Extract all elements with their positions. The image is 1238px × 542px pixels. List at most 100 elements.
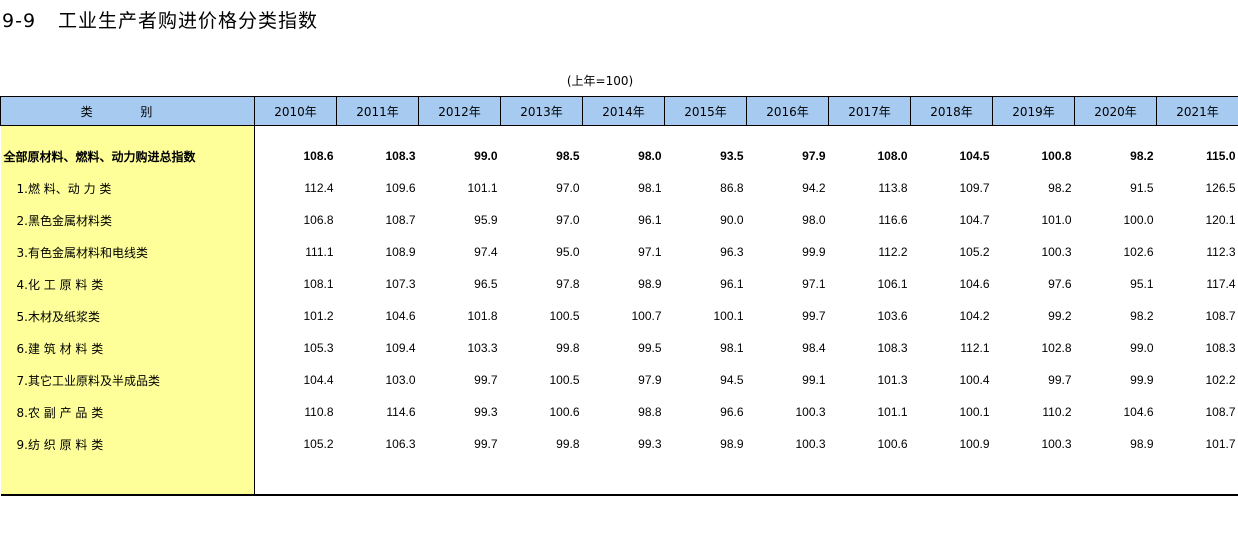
value-cell: 99.9: [802, 245, 826, 259]
value-cell: 104.5: [959, 149, 990, 163]
value-cell: 104.4: [303, 373, 334, 387]
table-row: 4.化 工 原 料 类 108.1 107.3 96.5 97.8 98.9 96.1 97.…: [0, 268, 1238, 300]
value-cell: 112.1: [960, 341, 990, 355]
value-cell: 108.7: [1205, 405, 1236, 419]
value-cell: 100.3: [795, 437, 826, 451]
table-row: 3.有色金属材料和电线类 111.1 108.9 97.4 95.0 97.1 96.3 99…: [0, 236, 1238, 268]
value-cell: 112.3: [1206, 245, 1236, 259]
value-cell: 111.1: [305, 245, 334, 259]
year-header: 2013年: [500, 96, 583, 126]
value-cell: 96.5: [474, 277, 498, 291]
value-cell: 120.1: [1205, 213, 1236, 227]
value-cell: 97.1: [802, 277, 826, 291]
value-cell: 98.5: [556, 149, 580, 163]
value-cell: 102.6: [1123, 245, 1154, 259]
value-cell: 99.0: [474, 149, 498, 163]
value-cell: 100.3: [1041, 437, 1072, 451]
value-cell: 101.8: [467, 309, 498, 323]
value-cell: 104.6: [385, 309, 416, 323]
value-cell: 101.2: [303, 309, 334, 323]
row-label: 2.黑色金属材料类: [0, 204, 255, 236]
value-cell: 100.3: [1041, 245, 1072, 259]
row-label: 6.建 筑 材 料 类: [0, 332, 255, 364]
value-cell: 100.4: [959, 373, 990, 387]
table-body: 全部原材料、燃料、动力购进总指数 108.6 108.3 99.0 98.5 98.0 93…: [0, 125, 1238, 496]
value-cell: 97.6: [1048, 277, 1072, 291]
value-cell: 106.8: [303, 213, 334, 227]
value-cell: 116.6: [878, 213, 908, 227]
value-cell: 106.1: [877, 277, 908, 291]
value-cell: 95.0: [556, 245, 580, 259]
value-cell: 99.7: [1048, 373, 1072, 387]
year-header: 2011年: [336, 96, 419, 126]
value-cell: 98.2: [1130, 309, 1154, 323]
value-cell: 101.7: [1205, 437, 1236, 451]
value-cell: 109.7: [959, 181, 990, 195]
table-header: 类 别 2010年 2011年 2012年 2013年 2014年 2015年 2016年 2…: [0, 96, 1238, 126]
year-header: 2018年: [910, 96, 993, 126]
value-cell: 109.4: [385, 341, 416, 355]
value-cell: 104.6: [959, 277, 990, 291]
value-cell: 103.3: [467, 341, 498, 355]
value-cell: 126.5: [1205, 181, 1236, 195]
value-cell: 100.5: [549, 309, 580, 323]
year-header: 2017年: [828, 96, 911, 126]
value-cell: 117.4: [1206, 277, 1236, 291]
value-cell: 99.5: [638, 341, 662, 355]
value-cell: 105.2: [959, 245, 990, 259]
value-cell: 97.0: [556, 181, 580, 195]
value-cell: 96.6: [720, 405, 744, 419]
value-cell: 103.0: [385, 373, 416, 387]
value-cell: 105.2: [303, 437, 334, 451]
value-cell: 97.4: [474, 245, 498, 259]
value-cell: 99.3: [638, 437, 662, 451]
value-cell: 98.4: [802, 341, 826, 355]
value-cell: 102.8: [1041, 341, 1072, 355]
value-cell: 108.0: [877, 149, 908, 163]
value-cell: 99.3: [474, 405, 498, 419]
value-cell: 108.9: [385, 245, 416, 259]
value-cell: 97.9: [802, 149, 826, 163]
value-cell: 112.4: [304, 181, 334, 195]
row-label: 5.木材及纸浆类: [0, 300, 255, 332]
year-header: 2021年: [1156, 96, 1238, 126]
value-cell: 100.6: [877, 437, 908, 451]
value-cell: 95.1: [1130, 277, 1154, 291]
table-row: 1.燃 料、动 力 类 112.4 109.6 101.1 97.0 98.1 86.8 94…: [0, 172, 1238, 204]
value-cell: 100.0: [1123, 213, 1154, 227]
table-row: 2.黑色金属材料类 106.8 108.7 95.9 97.0 96.1 90.0 98.0 1…: [0, 204, 1238, 236]
value-cell: 104.2: [959, 309, 990, 323]
value-cell: 106.3: [385, 437, 416, 451]
row-label: 7.其它工业原料及半成品类: [0, 364, 255, 396]
value-cell: 99.1: [802, 373, 826, 387]
price-index-table: 类 别 2010年 2011年 2012年 2013年 2014年 2015年 2016年 2…: [0, 96, 1238, 496]
value-cell: 100.1: [959, 405, 990, 419]
value-cell: 100.1: [713, 309, 744, 323]
value-cell: 110.8: [304, 405, 334, 419]
value-cell: 98.9: [720, 437, 744, 451]
value-cell: 112.2: [878, 245, 908, 259]
row-label: 3.有色金属材料和电线类: [0, 236, 255, 268]
value-cell: 100.3: [795, 405, 826, 419]
value-cell: 101.0: [1041, 213, 1072, 227]
unit-note: (上年=100): [566, 74, 634, 88]
value-cell: 91.5: [1130, 181, 1154, 195]
value-cell: 86.8: [720, 181, 744, 195]
year-header: 2016年: [746, 96, 829, 126]
value-cell: 94.5: [720, 373, 744, 387]
value-cell: 100.8: [1041, 149, 1072, 163]
value-cell: 101.1: [467, 181, 498, 195]
year-header: 2010年: [254, 96, 337, 126]
value-cell: 96.1: [720, 277, 744, 291]
year-header: 2020年: [1074, 96, 1157, 126]
value-cell: 98.9: [1130, 437, 1154, 451]
year-header: 2019年: [992, 96, 1075, 126]
value-cell: 100.6: [549, 405, 580, 419]
value-cell: 99.7: [474, 437, 498, 451]
table-row: 9.纺 织 原 料 类 105.2 106.3 99.7 99.8 99.3 98.9 100…: [0, 428, 1238, 460]
page-title: 9-9 工业生产者购进价格分类指数: [2, 6, 318, 33]
value-cell: 98.1: [638, 181, 662, 195]
year-header: 2012年: [418, 96, 501, 126]
table-row: 7.其它工业原料及半成品类 104.4 103.0 99.7 100.5 97.9 94.5…: [0, 364, 1238, 396]
row-label: 全部原材料、燃料、动力购进总指数: [0, 140, 255, 172]
